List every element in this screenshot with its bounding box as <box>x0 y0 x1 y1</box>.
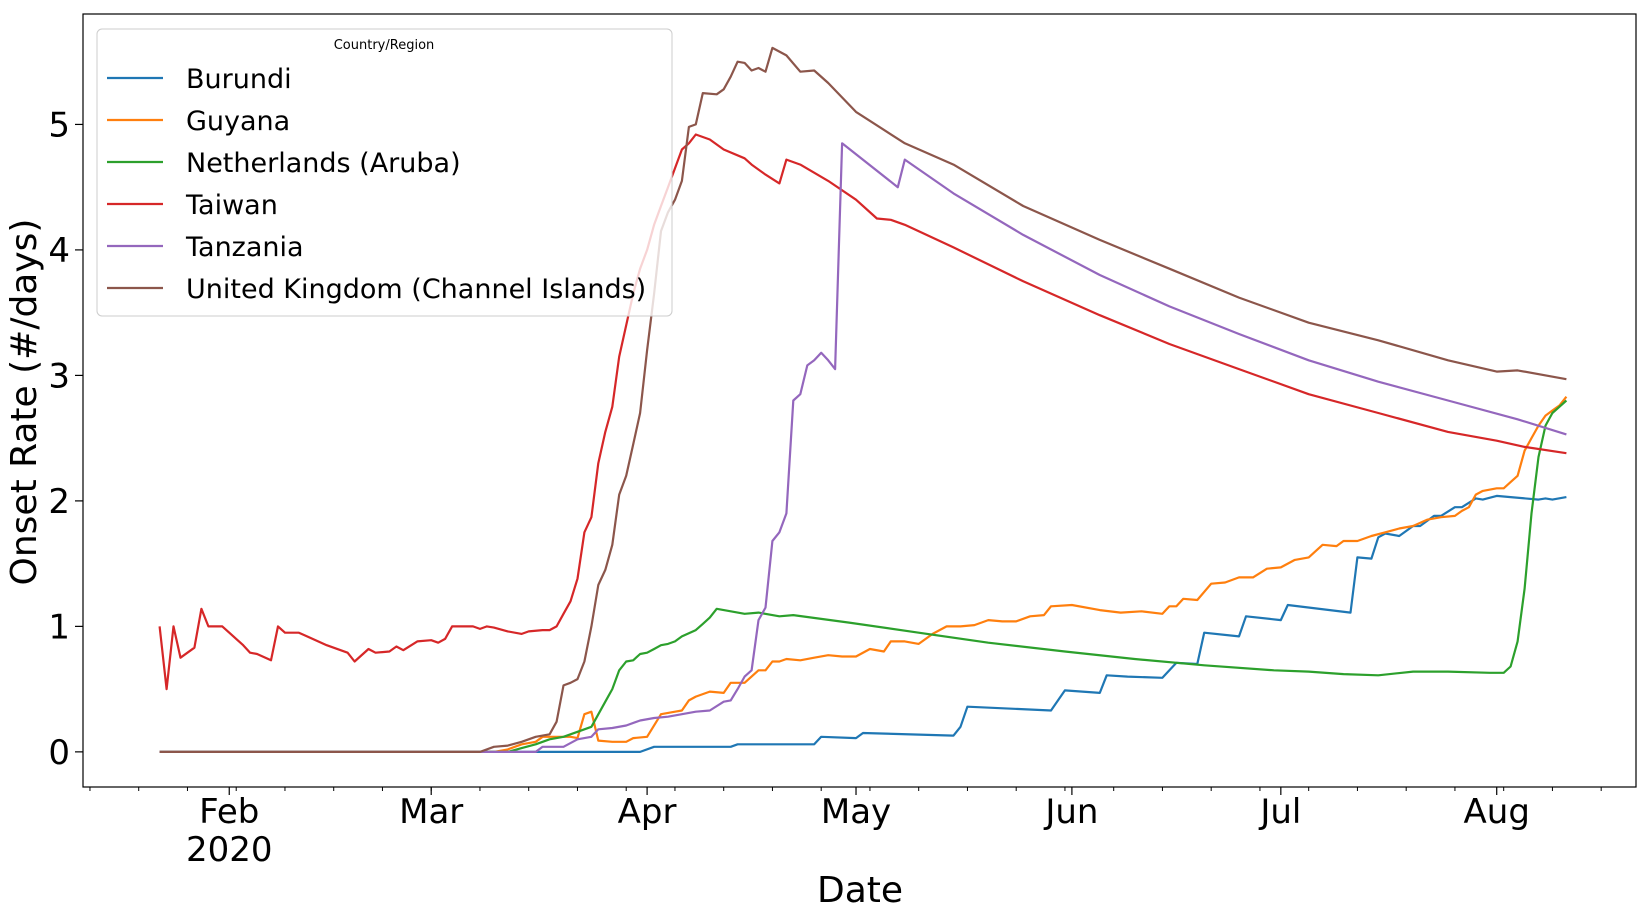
legend-label: Taiwan <box>185 190 278 221</box>
plot-frame <box>82 13 1637 788</box>
series-line-3 <box>158 133 1567 691</box>
x-tick-sublabel: 2020 <box>186 830 273 870</box>
legend-label: Tanzania <box>185 232 304 263</box>
y-tick-label: 1 <box>48 607 70 647</box>
legend-box <box>96 28 673 317</box>
x-axis-title: Date <box>817 870 903 911</box>
x-tick-label: Aug <box>1464 792 1530 832</box>
legend-label: Netherlands (Aruba) <box>186 148 461 179</box>
x-tick-label: Feb <box>199 792 259 832</box>
y-tick-label: 3 <box>48 356 70 396</box>
y-tick-label: 4 <box>48 231 70 271</box>
legend-label: Burundi <box>186 64 292 95</box>
legend-label: Guyana <box>186 106 290 137</box>
y-tick-label: 5 <box>48 105 70 145</box>
x-tick-label: Mar <box>399 792 463 832</box>
legend-entries: Burundi Guyana Netherlands (Aruba) Taiwan Ta… <box>107 64 646 305</box>
series-line-2 <box>159 399 1568 753</box>
series-line-5 <box>159 46 1567 753</box>
x-tick-label: May <box>821 792 891 832</box>
x-tick-label: Jun <box>1043 792 1098 832</box>
series-layer <box>158 46 1568 753</box>
legend-title: Country/Region <box>334 38 435 53</box>
x-tick-label: Jul <box>1258 792 1301 832</box>
y-tick-label: 2 <box>48 482 70 522</box>
series-line-1 <box>159 396 1568 753</box>
y-axis-title: Onset Rate (#/days) <box>4 219 45 586</box>
y-tick-label: 0 <box>48 733 70 773</box>
series-line-4 <box>159 142 1567 753</box>
x-tick-label: Apr <box>618 792 677 832</box>
legend-label: United Kingdom (Channel Islands) <box>186 274 646 305</box>
legend: Country/Region Burundi Guyana Netherlands … <box>96 28 673 317</box>
